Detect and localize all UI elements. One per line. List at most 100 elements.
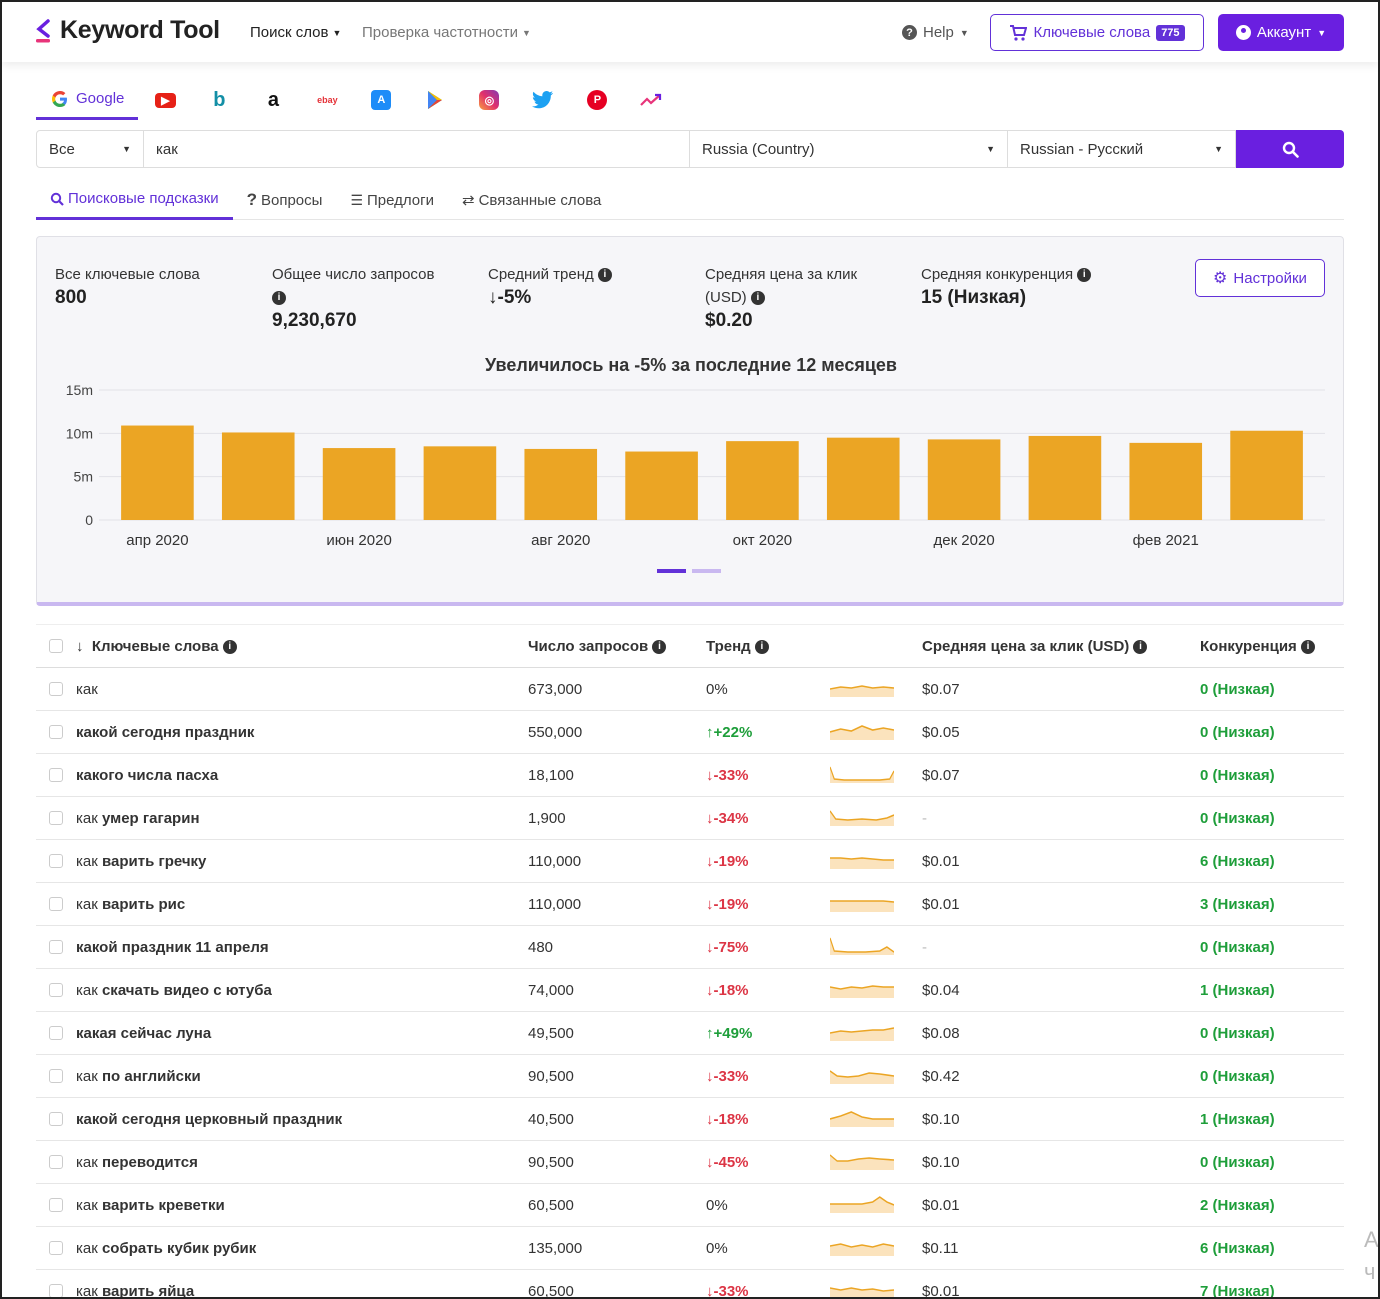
bar[interactable] bbox=[1129, 442, 1203, 520]
column-volume[interactable]: Число запросов i bbox=[528, 638, 706, 655]
tab-prepositions[interactable]: ☰ Предлоги bbox=[336, 180, 448, 220]
search-input[interactable]: как bbox=[144, 130, 690, 168]
table-row[interactable]: какой сегодня церковный праздник 40,500 … bbox=[36, 1098, 1344, 1141]
bar[interactable] bbox=[1028, 435, 1102, 520]
table-row[interactable]: как переводится 90,500 ↓-45% $0.10 0 (Ни… bbox=[36, 1141, 1344, 1184]
country-select[interactable]: Russia (Country) ▼ bbox=[690, 130, 1008, 168]
keyword-cell[interactable]: какого числа пасха bbox=[76, 767, 528, 784]
info-icon[interactable]: i bbox=[597, 268, 612, 283]
tab-pinterest[interactable]: P bbox=[570, 90, 624, 110]
keyword-cell[interactable]: как умер гагарин bbox=[76, 810, 528, 827]
tab-questions[interactable]: ? Вопросы bbox=[233, 180, 337, 220]
row-checkbox[interactable] bbox=[49, 1198, 63, 1212]
nav-frequency-check[interactable]: Проверка частотности ▼ bbox=[362, 24, 531, 41]
row-checkbox[interactable] bbox=[49, 983, 63, 997]
column-cpc[interactable]: Средняя цена за клик (USD) i bbox=[922, 638, 1200, 655]
tab-play-store[interactable] bbox=[408, 90, 462, 110]
keyword-cell[interactable]: какой сегодня церковный праздник bbox=[76, 1111, 528, 1128]
bar[interactable] bbox=[726, 441, 799, 520]
keyword-cell[interactable]: как собрать кубик рубик bbox=[76, 1240, 528, 1257]
table-row[interactable]: как скачать видео с ютуба 74,000 ↓-18% $… bbox=[36, 969, 1344, 1012]
row-checkbox[interactable] bbox=[49, 1026, 63, 1040]
info-icon[interactable]: i bbox=[272, 291, 286, 306]
keyword-cell[interactable]: какой праздник 11 апреля bbox=[76, 939, 528, 956]
column-competition[interactable]: Конкуренция i bbox=[1200, 638, 1344, 655]
tab-amazon[interactable]: a bbox=[246, 89, 300, 111]
info-icon[interactable]: i bbox=[652, 639, 667, 654]
bar[interactable] bbox=[524, 448, 598, 520]
search-button[interactable] bbox=[1236, 130, 1344, 168]
row-checkbox[interactable] bbox=[49, 1155, 63, 1169]
keyword-cell[interactable]: как переводится bbox=[76, 1154, 528, 1171]
keyword-cell[interactable]: как варить креветки bbox=[76, 1197, 528, 1214]
tab-twitter[interactable] bbox=[516, 91, 570, 109]
logo[interactable]: Keyword Tool bbox=[34, 16, 220, 45]
table-row[interactable]: как 673,000 0% $0.07 0 (Низкая) bbox=[36, 668, 1344, 711]
table-row[interactable]: как варить креветки 60,500 0% $0.01 2 (Н… bbox=[36, 1184, 1344, 1227]
column-keyword[interactable]: ↓ Ключевые слова i bbox=[76, 638, 528, 655]
table-row[interactable]: как по английски 90,500 ↓-33% $0.42 0 (Н… bbox=[36, 1055, 1344, 1098]
select-all-checkbox[interactable] bbox=[49, 639, 63, 653]
bar[interactable] bbox=[826, 437, 900, 520]
tab-instagram[interactable]: ◎ bbox=[462, 90, 516, 110]
bar[interactable] bbox=[423, 446, 497, 520]
info-icon[interactable]: i bbox=[754, 639, 769, 654]
row-checkbox[interactable] bbox=[49, 854, 63, 868]
bar[interactable] bbox=[625, 451, 698, 520]
bar[interactable] bbox=[121, 425, 194, 520]
tab-app-store[interactable]: A bbox=[354, 90, 408, 110]
scope-select[interactable]: Все ▼ bbox=[36, 130, 144, 168]
info-icon[interactable]: i bbox=[750, 291, 765, 306]
row-checkbox[interactable] bbox=[49, 811, 63, 825]
keyword-cell[interactable]: как варить яйца bbox=[76, 1283, 528, 1298]
keyword-cell[interactable]: какой сегодня праздник bbox=[76, 724, 528, 741]
tab-related-words[interactable]: ⇄ Связанные слова bbox=[448, 180, 615, 220]
table-row[interactable]: какая сейчас луна 49,500 ↑+49% $0.08 0 (… bbox=[36, 1012, 1344, 1055]
info-icon[interactable]: i bbox=[1077, 268, 1092, 283]
row-checkbox[interactable] bbox=[49, 682, 63, 696]
table-row[interactable]: как собрать кубик рубик 135,000 0% $0.11… bbox=[36, 1227, 1344, 1270]
row-checkbox[interactable] bbox=[49, 768, 63, 782]
bar[interactable] bbox=[322, 448, 396, 520]
table-row[interactable]: какой сегодня праздник 550,000 ↑+22% $0.… bbox=[36, 711, 1344, 754]
keywords-cart-button[interactable]: Ключевые слова 775 bbox=[990, 14, 1204, 51]
table-row[interactable]: как умер гагарин 1,900 ↓-34% - 0 (Низкая… bbox=[36, 797, 1344, 840]
pager-dot[interactable] bbox=[657, 569, 686, 573]
info-icon[interactable]: i bbox=[1133, 639, 1148, 654]
bar[interactable] bbox=[927, 439, 1001, 520]
tab-trends[interactable] bbox=[624, 93, 678, 107]
tab-ebay[interactable]: ebay bbox=[300, 90, 354, 110]
row-checkbox[interactable] bbox=[49, 1241, 63, 1255]
table-row[interactable]: как варить яйца 60,500 ↓-33% $0.01 7 (Ни… bbox=[36, 1270, 1344, 1298]
row-checkbox[interactable] bbox=[49, 1284, 63, 1297]
account-button[interactable]: Аккаунт ▼ bbox=[1218, 14, 1344, 51]
row-checkbox[interactable] bbox=[49, 725, 63, 739]
keyword-cell[interactable]: как варить рис bbox=[76, 896, 528, 913]
language-select[interactable]: Russian - Русский ▼ bbox=[1008, 130, 1236, 168]
table-row[interactable]: какого числа пасха 18,100 ↓-33% $0.07 0 … bbox=[36, 754, 1344, 797]
row-checkbox[interactable] bbox=[49, 1069, 63, 1083]
table-row[interactable]: какой праздник 11 апреля 480 ↓-75% - 0 (… bbox=[36, 926, 1344, 969]
row-checkbox[interactable] bbox=[49, 897, 63, 911]
nav-search-words[interactable]: Поиск слов ▼ bbox=[250, 24, 341, 41]
keyword-cell[interactable]: как bbox=[76, 681, 528, 698]
table-row[interactable]: как варить рис 110,000 ↓-19% $0.01 3 (Ни… bbox=[36, 883, 1344, 926]
info-icon[interactable]: i bbox=[222, 639, 237, 654]
tab-search-suggestions[interactable]: Поисковые подсказки bbox=[36, 180, 233, 220]
keyword-cell[interactable]: как по английски bbox=[76, 1068, 528, 1085]
keyword-cell[interactable]: как варить гречку bbox=[76, 853, 528, 870]
table-row[interactable]: как варить гречку 110,000 ↓-19% $0.01 6 … bbox=[36, 840, 1344, 883]
keyword-cell[interactable]: какая сейчас луна bbox=[76, 1025, 528, 1042]
bar[interactable] bbox=[1230, 430, 1303, 520]
tab-google[interactable]: Google bbox=[36, 80, 139, 120]
settings-button[interactable]: ⚙ Настройки bbox=[1195, 259, 1325, 297]
tab-bing[interactable]: b bbox=[192, 89, 246, 111]
row-checkbox[interactable] bbox=[49, 940, 63, 954]
bar[interactable] bbox=[221, 432, 295, 520]
row-checkbox[interactable] bbox=[49, 1112, 63, 1126]
tab-youtube[interactable]: ▶ bbox=[138, 92, 192, 108]
info-icon[interactable]: i bbox=[1300, 639, 1315, 654]
pager-dot[interactable] bbox=[692, 569, 721, 573]
help-menu[interactable]: ? Help ▼ bbox=[902, 24, 969, 41]
keyword-cell[interactable]: как скачать видео с ютуба bbox=[76, 982, 528, 999]
